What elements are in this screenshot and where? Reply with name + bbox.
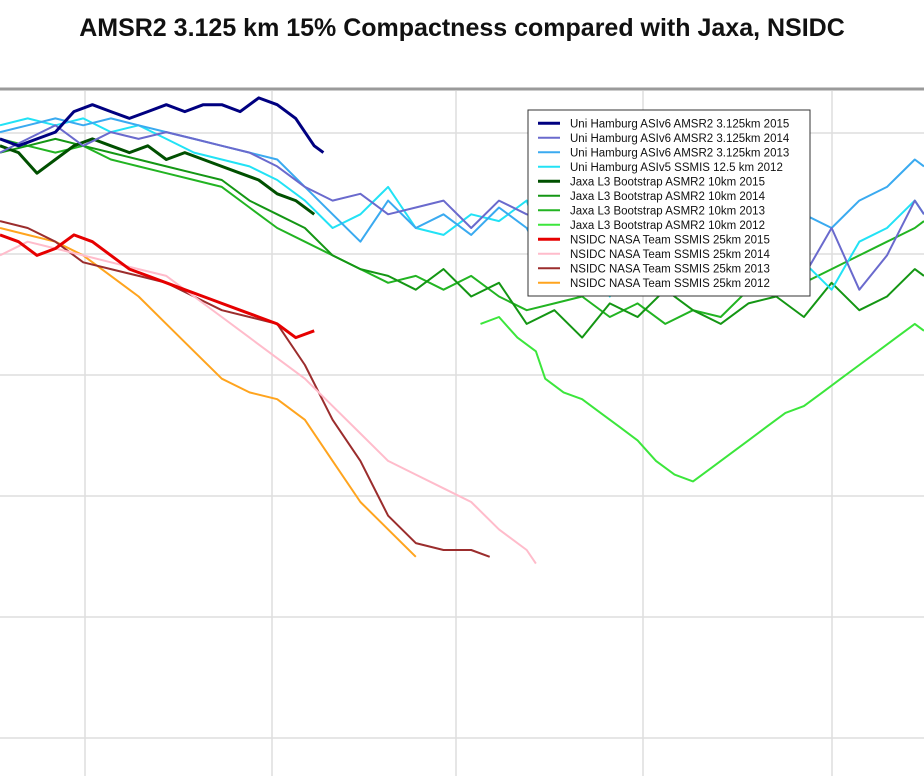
legend-label-10: NSIDC NASA Team SSMIS 25km 2013 <box>570 263 770 275</box>
series-line-4 <box>0 137 316 216</box>
legend-box <box>527 109 811 297</box>
series-line-0 <box>0 96 325 154</box>
series-line-5 <box>0 137 924 339</box>
series-group <box>0 96 924 565</box>
series-line-11 <box>0 227 417 558</box>
grid-lines <box>0 91 924 776</box>
legend-label-6: Jaxa L3 Bootstrap ASMR2 10km 2013 <box>570 205 765 217</box>
legend-label-0: Uni Hamburg ASIv6 AMSR2 3.125km 2015 <box>570 118 789 130</box>
legend-label-8: NSIDC NASA Team SSMIS 25km 2015 <box>570 234 770 246</box>
legend-label-2: Uni Hamburg ASIv6 AMSR2 3.125km 2013 <box>570 147 789 159</box>
chart-title: AMSR2 3.125 km 15% Compactness compared … <box>79 14 845 42</box>
legend-label-9: NSIDC NASA Team SSMIS 25km 2014 <box>570 249 770 261</box>
legend-label-3: Uni Hamburg ASIv5 SSMIS 12.5 km 2012 <box>570 162 783 174</box>
series-line-9 <box>0 240 537 565</box>
series-line-8 <box>0 233 315 340</box>
legend-label-4: Jaxa L3 Bootstrap ASMR2 10km 2015 <box>570 176 765 188</box>
legend-label-7: Jaxa L3 Bootstrap ASMR2 10km 2012 <box>570 220 765 232</box>
series-line-7 <box>480 316 924 483</box>
legend-label-11: NSIDC NASA Team SSMIS 25km 2012 <box>570 278 770 290</box>
legend-label-1: Uni Hamburg ASIv6 AMSR2 3.125km 2014 <box>570 133 790 145</box>
series-line-10 <box>0 220 491 558</box>
legend: Uni Hamburg ASIv6 AMSR2 3.125km 2015 Uni … <box>527 109 811 297</box>
legend-label-5: Jaxa L3 Bootstrap ASMR2 10km 2014 <box>570 191 766 203</box>
